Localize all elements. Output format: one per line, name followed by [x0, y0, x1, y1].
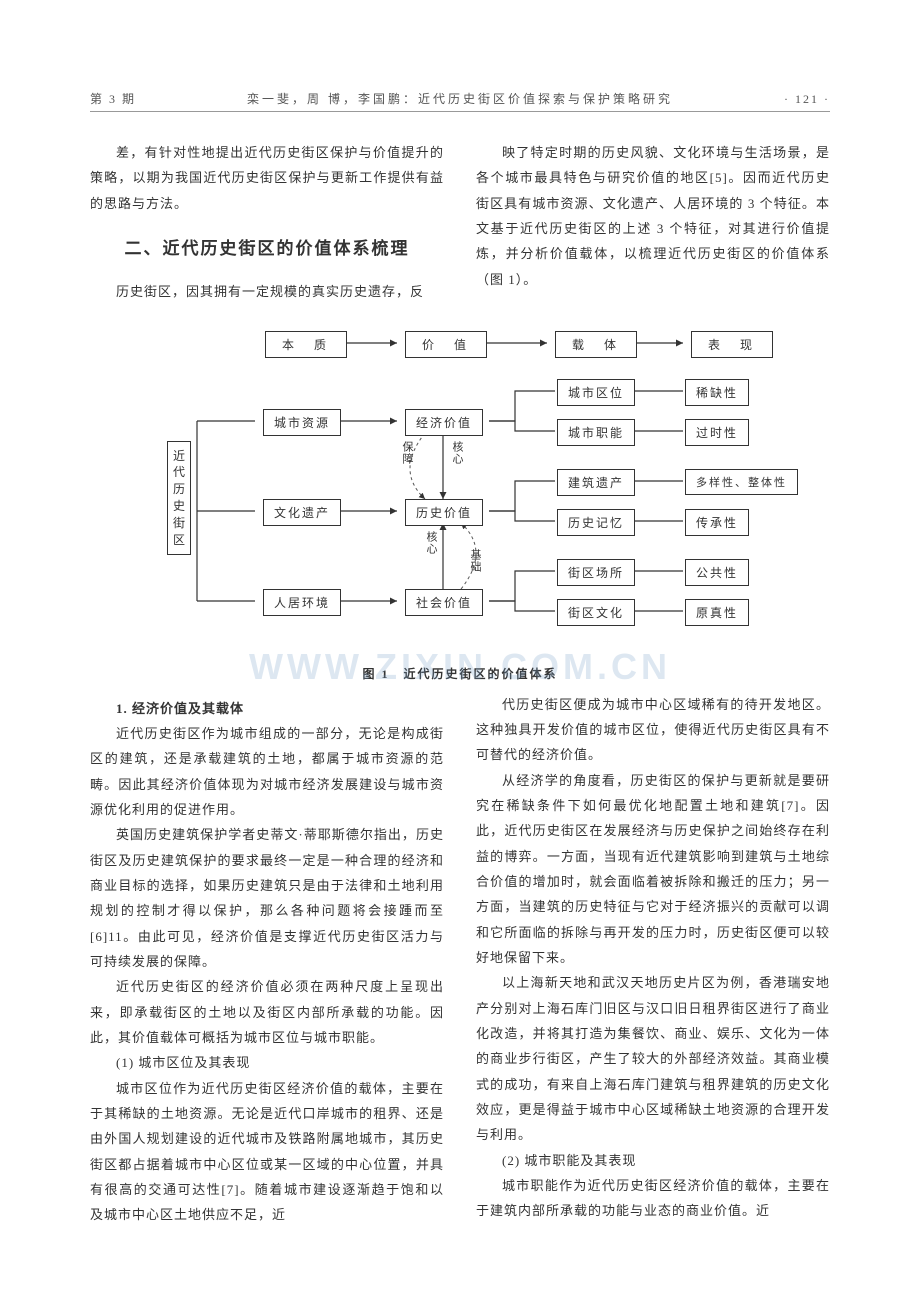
edge-baozhang: 保障 — [399, 441, 415, 465]
body-p6: 从经济学的角度看，历史街区的保护与更新就是要研究在稀缺条件下如何最优化地配置土地… — [476, 768, 830, 971]
intro-frag-2: 历史街区，因其拥有一定规模的真实历史遗存，反 — [90, 279, 444, 304]
root-box: 近代历史街区 — [167, 441, 191, 556]
subhead-economic: 1. 经济价值及其载体 — [90, 696, 444, 721]
manifest-5: 公共性 — [685, 559, 749, 586]
figure-1-caption: WWW.ZIXIN.COM.CN 图 1 近代历史街区的价值体系 — [90, 665, 830, 682]
col-manifest: 表 现 — [691, 331, 773, 358]
essence-3: 人居环境 — [263, 589, 341, 616]
body-p4: 城市区位作为近代历史街区经济价值的载体，主要在于其稀缺的土地资源。无论是近代口岸… — [90, 1076, 444, 1228]
value-economic: 经济价值 — [405, 409, 483, 436]
carrier-1: 城市区位 — [557, 379, 635, 406]
value-system-diagram: 本 质 价 值 载 体 表 现 近代历史街区 城市资源 文化遗产 人居环境 经济… — [135, 321, 785, 661]
running-title: 栾一斐，周 博，李国鹏：近代历史街区价值探索与保护策略研究 — [180, 90, 740, 107]
sub-2: (2) 城市职能及其表现 — [476, 1148, 830, 1173]
col-essence: 本 质 — [265, 331, 347, 358]
body-p2: 英国历史建筑保护学者史蒂文·蒂耶斯德尔指出，历史街区及历史建筑保护的要求最终一定… — [90, 822, 444, 974]
carrier-4: 历史记忆 — [557, 509, 635, 536]
manifest-4: 传承性 — [685, 509, 749, 536]
intro-frag-1: 差，有针对性地提出近代历史街区保护与价值提升的策略，以期为我国近代历史街区保护与… — [90, 140, 444, 216]
col-value: 价 值 — [405, 331, 487, 358]
body-p8: 城市职能作为近代历史街区经济价值的载体，主要在于建筑内部所承载的功能与业态的商业… — [476, 1173, 830, 1224]
body-p3: 近代历史街区的经济价值必须在两种尺度上呈现出来，即承载街区的土地以及街区内部所承… — [90, 974, 444, 1050]
carrier-2: 城市职能 — [557, 419, 635, 446]
page-number: · 121 · — [740, 92, 830, 107]
body-columns: 1. 经济价值及其载体 近代历史街区作为城市组成的一部分，无论是构成街区的建筑，… — [90, 692, 830, 1228]
running-header: 第 3 期 栾一斐，周 博，李国鹏：近代历史街区价值探索与保护策略研究 · 12… — [90, 90, 830, 112]
manifest-6: 原真性 — [685, 599, 749, 626]
carrier-5: 街区场所 — [557, 559, 635, 586]
manifest-3: 多样性、整体性 — [685, 469, 798, 495]
manifest-2: 过时性 — [685, 419, 749, 446]
edge-jichu: 基础 — [467, 549, 483, 573]
section-2-title: 二、近代历史街区的价值体系梳理 — [90, 232, 444, 265]
issue-label: 第 3 期 — [90, 90, 180, 107]
intro-columns: 差，有针对性地提出近代历史街区保护与价值提升的策略，以期为我国近代历史街区保护与… — [90, 140, 830, 305]
value-historic: 历史价值 — [405, 499, 483, 526]
col-carrier: 载 体 — [555, 331, 637, 358]
sub-1: (1) 城市区位及其表现 — [90, 1050, 444, 1075]
body-p7: 以上海新天地和武汉天地历史片区为例，香港瑞安地产分别对上海石库门旧区与汉口旧日租… — [476, 970, 830, 1147]
figure-1: 本 质 价 值 载 体 表 现 近代历史街区 城市资源 文化遗产 人居环境 经济… — [90, 321, 830, 682]
edge-hexin-2: 核心 — [423, 531, 439, 555]
body-p5: 代历史街区便成为城市中心区域稀有的待开发地区。这种独具开发价值的城市区位，使得近… — [476, 692, 830, 768]
carrier-3: 建筑遗产 — [557, 469, 635, 496]
edge-hexin-1: 核心 — [449, 441, 465, 465]
manifest-1: 稀缺性 — [685, 379, 749, 406]
value-social: 社会价值 — [405, 589, 483, 616]
essence-2: 文化遗产 — [263, 499, 341, 526]
essence-1: 城市资源 — [263, 409, 341, 436]
body-p1: 近代历史街区作为城市组成的一部分，无论是构成街区的建筑，还是承载建筑的土地，都属… — [90, 721, 444, 822]
intro-frag-3: 映了特定时期的历史风貌、文化环境与生活场景，是各个城市最具特色与研究价值的地区[… — [476, 140, 830, 292]
carrier-6: 街区文化 — [557, 599, 635, 626]
